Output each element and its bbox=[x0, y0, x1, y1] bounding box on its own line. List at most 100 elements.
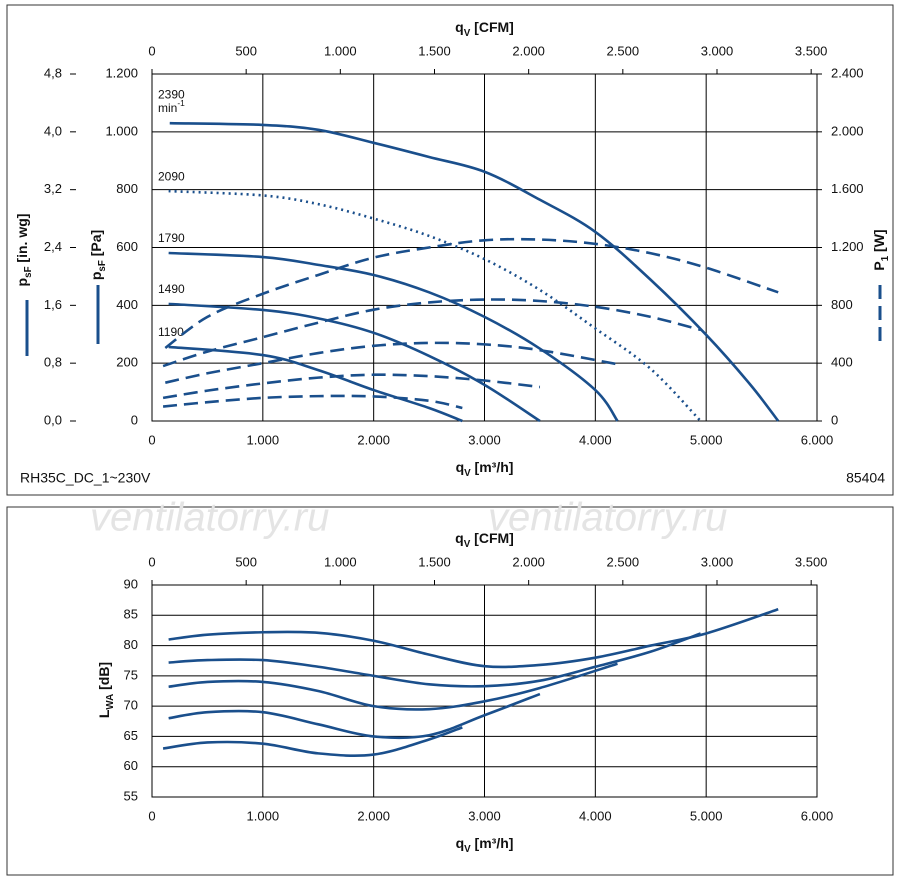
curve bbox=[168, 251, 619, 422]
x2-tick-label: 1.500 bbox=[418, 554, 451, 569]
x-tick-label: 6.000 bbox=[801, 432, 834, 447]
x2-tick-label: 500 bbox=[235, 554, 257, 569]
y2-tick-label: 2.400 bbox=[831, 65, 864, 80]
curve bbox=[165, 341, 620, 384]
speed-label: 1190 bbox=[158, 325, 184, 339]
x-axis-label: qV [m³/h] bbox=[456, 459, 514, 479]
y-tick-label: 400 bbox=[116, 297, 138, 312]
x-tick-label: 1.000 bbox=[247, 432, 280, 447]
x-tick-label: 3.000 bbox=[468, 432, 501, 447]
y3-tick-label: 0,8 bbox=[44, 355, 62, 370]
y-tick-label: 75 bbox=[124, 667, 138, 682]
y-axis-label-part: [dB] bbox=[96, 662, 112, 694]
x2-axis-label: qV [CFM] bbox=[455, 530, 514, 550]
watermark: ventilatorry.ru bbox=[488, 496, 727, 540]
y3-tick-label: 0,0 bbox=[44, 412, 62, 427]
bottom-panel-frame bbox=[6, 506, 894, 876]
y3-tick-label: 1,6 bbox=[44, 297, 62, 312]
x2-tick-label: 2.000 bbox=[512, 554, 545, 569]
y2-axis-label-part: 1 bbox=[880, 255, 891, 261]
x2-tick-label: 0 bbox=[148, 43, 155, 58]
y-tick-label: 200 bbox=[116, 355, 138, 370]
x-tick-label: 1.000 bbox=[247, 808, 280, 823]
x2-tick-label: 1.000 bbox=[324, 554, 357, 569]
unit-annotation-part: -1 bbox=[177, 98, 185, 108]
x-tick-label: 2.000 bbox=[357, 808, 390, 823]
y-axis-label: LWA [dB] bbox=[96, 662, 116, 718]
y2-tick-label: 1.600 bbox=[831, 181, 864, 196]
x2-tick-label: 3.000 bbox=[701, 554, 734, 569]
y3-axis-label-part: p bbox=[14, 278, 30, 287]
x-tick-label: 4.000 bbox=[579, 808, 612, 823]
y-tick-label: 800 bbox=[116, 181, 138, 196]
x2-tick-label: 0 bbox=[148, 554, 155, 569]
x-tick-label: 0 bbox=[148, 808, 155, 823]
x-tick-label: 6.000 bbox=[801, 808, 834, 823]
x2-axis-label-part: V bbox=[464, 539, 471, 550]
y-tick-label: 55 bbox=[124, 788, 138, 803]
y3-tick-label: 2,4 bbox=[44, 239, 62, 254]
x2-tick-label: 3.500 bbox=[795, 554, 828, 569]
speed-label: 1490 bbox=[158, 282, 185, 296]
x-axis-label-part: q bbox=[456, 835, 465, 851]
x-axis-label-part: [m³/h] bbox=[471, 459, 514, 475]
y-tick-label: 85 bbox=[124, 607, 138, 622]
y-tick-label: 70 bbox=[124, 698, 138, 713]
x2-axis-label-part: [CFM] bbox=[470, 19, 514, 35]
y2-tick-label: 800 bbox=[831, 297, 853, 312]
y-tick-label: 60 bbox=[124, 758, 138, 773]
curve bbox=[168, 632, 702, 688]
unit-annotation-part: min bbox=[158, 101, 177, 115]
curve bbox=[162, 726, 463, 758]
curve bbox=[168, 302, 541, 423]
y3-axis-label: psF [in. wg] bbox=[14, 214, 34, 287]
y-tick-label: 1.200 bbox=[105, 65, 138, 80]
x-tick-label: 2.000 bbox=[357, 432, 390, 447]
curve bbox=[162, 394, 463, 410]
x-axis-label-part: V bbox=[464, 844, 471, 855]
x2-tick-label: 3.500 bbox=[795, 43, 828, 58]
y-axis-label-part: p bbox=[88, 272, 104, 281]
y-tick-label: 80 bbox=[124, 637, 138, 652]
x2-tick-label: 2.000 bbox=[512, 43, 545, 58]
x-axis-label-part: [m³/h] bbox=[471, 835, 514, 851]
x2-axis-label-part: [CFM] bbox=[470, 530, 514, 546]
x2-axis-label-part: V bbox=[464, 28, 471, 39]
x-tick-label: 5.000 bbox=[690, 808, 723, 823]
y-axis-label-part: [Pa] bbox=[88, 230, 104, 260]
y3-axis-label-part: sF bbox=[23, 266, 34, 277]
unit-annotation: min-1 bbox=[158, 98, 185, 115]
y-axis-label-part: sF bbox=[97, 260, 108, 271]
top-panel-frame bbox=[6, 4, 894, 496]
y2-tick-label: 1.200 bbox=[831, 239, 864, 254]
x2-tick-label: 1.000 bbox=[324, 43, 357, 58]
x-axis-label-part: q bbox=[456, 459, 465, 475]
y2-tick-label: 400 bbox=[831, 355, 853, 370]
x2-axis-label: qV [CFM] bbox=[455, 19, 514, 39]
y3-tick-label: 4,0 bbox=[44, 123, 62, 138]
x-tick-label: 4.000 bbox=[579, 432, 612, 447]
speed-label: 1790 bbox=[158, 231, 185, 245]
drawing-number: 85404 bbox=[846, 470, 885, 486]
x2-tick-label: 2.500 bbox=[607, 43, 640, 58]
y-tick-label: 0 bbox=[131, 412, 138, 427]
y-tick-label: 600 bbox=[116, 239, 138, 254]
speed-label: 2090 bbox=[158, 169, 185, 183]
y3-tick-label: 3,2 bbox=[44, 181, 62, 196]
x-tick-label: 0 bbox=[148, 432, 155, 447]
speed-label: 2390 bbox=[158, 87, 185, 101]
y-axis-label-part: WA bbox=[105, 694, 116, 710]
y3-tick-label: 4,8 bbox=[44, 65, 62, 80]
curve bbox=[162, 298, 701, 368]
y2-axis-label-part: [W] bbox=[871, 229, 887, 255]
watermark: ventilatorry.ru bbox=[90, 496, 329, 540]
y-tick-label: 1.000 bbox=[105, 123, 138, 138]
y-axis-label: psF [Pa] bbox=[88, 230, 108, 280]
x2-axis-label-part: q bbox=[455, 19, 464, 35]
curve bbox=[164, 237, 779, 350]
y2-axis-label-part: P bbox=[871, 261, 887, 270]
curve bbox=[168, 607, 779, 669]
x2-axis-label-part: q bbox=[455, 530, 464, 546]
curve bbox=[169, 121, 780, 422]
curve bbox=[168, 692, 541, 740]
